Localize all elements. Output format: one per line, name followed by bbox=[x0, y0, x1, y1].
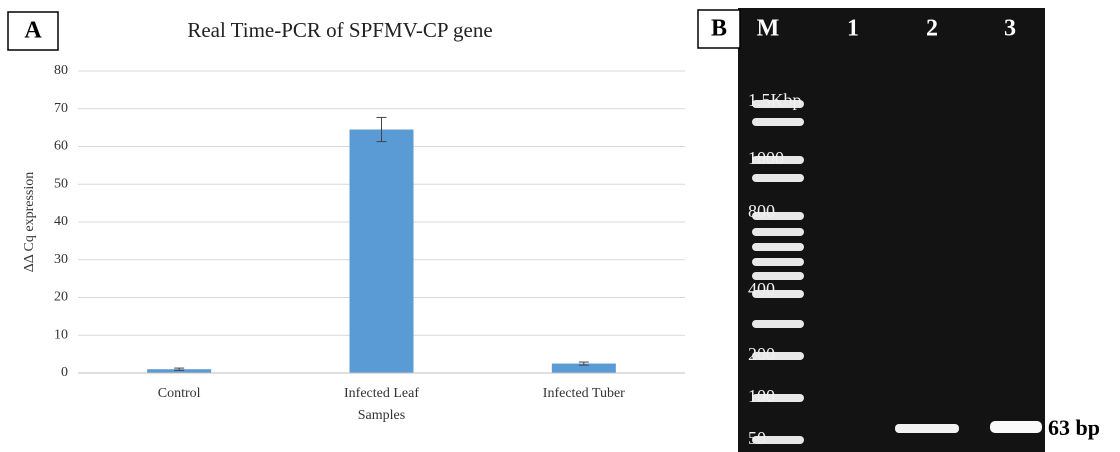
ladder-label: 1000 bbox=[748, 148, 784, 168]
x-tick-label: Infected Leaf Samples bbox=[327, 383, 437, 427]
ladder-label: 50 bbox=[748, 428, 766, 448]
ladder-label: 800 bbox=[748, 201, 775, 221]
lane-label: M bbox=[757, 16, 780, 42]
y-tick-label: 0 bbox=[61, 365, 68, 380]
figure: A Real Time-PCR of SPFMV-CP gene ΔΔ Cq e… bbox=[0, 0, 1120, 452]
y-tick-label: 80 bbox=[54, 63, 68, 78]
lane-label: 1 bbox=[847, 16, 859, 42]
ladder-band bbox=[752, 228, 804, 236]
x-tick-label: Control bbox=[124, 383, 234, 405]
ladder-band bbox=[752, 243, 804, 251]
ladder-band bbox=[752, 258, 804, 266]
y-tick-label: 40 bbox=[54, 214, 68, 229]
x-tick-label: Infected Tuber bbox=[529, 383, 639, 405]
dna-band bbox=[895, 424, 959, 433]
y-axis-label: ΔΔ Cq expression bbox=[22, 172, 37, 272]
dna-band bbox=[990, 421, 1042, 433]
y-tick-label: 50 bbox=[54, 176, 68, 191]
band-label: 63 bp bbox=[1048, 415, 1100, 440]
lane-label: 3 bbox=[1004, 16, 1016, 42]
chart-title: Real Time-PCR of SPFMV-CP gene bbox=[187, 18, 492, 42]
ladder-band bbox=[752, 320, 804, 328]
ladder-band bbox=[752, 174, 804, 182]
ladder-label: 1.5Kbp bbox=[748, 90, 802, 110]
y-tick-label: 60 bbox=[54, 139, 68, 154]
ladder-band bbox=[752, 118, 804, 126]
lane-label: 2 bbox=[926, 16, 938, 42]
panel-label: A bbox=[24, 18, 42, 44]
y-tick-label: 20 bbox=[54, 290, 68, 305]
panel-label: B bbox=[711, 16, 727, 42]
ladder-label: 100 bbox=[748, 386, 775, 406]
ladder-label: 200 bbox=[748, 344, 775, 364]
y-tick-label: 30 bbox=[54, 252, 68, 267]
ladder-label: 400 bbox=[748, 279, 775, 299]
y-tick-label: 70 bbox=[54, 101, 68, 116]
y-tick-label: 10 bbox=[54, 327, 68, 342]
bar bbox=[350, 130, 414, 373]
